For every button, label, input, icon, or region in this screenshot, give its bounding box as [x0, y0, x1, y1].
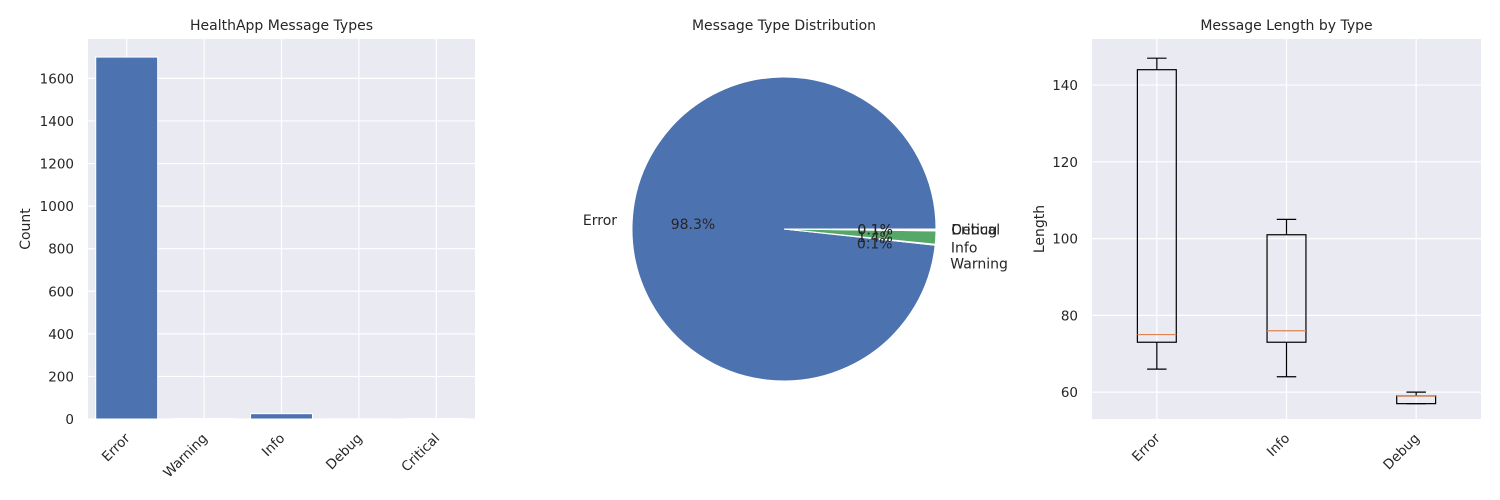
pie-slice-critical	[783, 228, 937, 231]
box-y-tick-label: 100	[1052, 232, 1078, 248]
bar-chart: 0 200 400 600 800 1000 1200 1400 1600 Error Warni…	[18, 18, 475, 481]
box-chart-x-ticks: Error Info Debug	[1129, 430, 1423, 473]
bar-y-tick-label: 600	[48, 284, 74, 300]
pie-chart-labels: Error 98.3% Warning 0.1% Info 1.4% Debug 0.1% Cr…	[583, 213, 1008, 272]
pie-pct-info: 1.4%	[857, 230, 893, 246]
pie-pct-warning: 0.1%	[857, 237, 893, 253]
pie-pct-critical: 0.1%	[857, 222, 893, 238]
box-chart-title: Message Length by Type	[1200, 18, 1372, 34]
bar-chart-bars	[95, 56, 468, 420]
box-y-tick-label: 120	[1052, 155, 1078, 171]
pie-label-info: Info	[951, 240, 978, 256]
pie-label-debug: Debug	[951, 223, 997, 239]
bar-y-tick-label: 800	[48, 242, 74, 258]
box-iqr	[1266, 234, 1307, 343]
box-y-tick-label: 60	[1061, 385, 1078, 401]
box-x-tick-label: Info	[1264, 431, 1293, 460]
box-chart-boxes	[1136, 57, 1437, 405]
bar-x-tick-label: Warning	[160, 431, 211, 482]
box-chart-y-ticks: 60 80 100 120 140	[1052, 78, 1078, 401]
box-chart: 60 80 100 120 140 Error Info Debug Message Len…	[1032, 18, 1481, 473]
box-debug	[1396, 391, 1437, 405]
pie-label-critical: Critical	[951, 223, 1000, 239]
bar-chart-x-ticks: Error Warning Info Debug Critical	[99, 430, 443, 481]
bar-chart-y-ticks: 0 200 400 600 800 1000 1200 1400 1600	[40, 71, 74, 428]
box-iqr	[1136, 69, 1177, 343]
pie-chart-title: Message Type Distribution	[692, 18, 876, 34]
box-y-tick-label: 140	[1052, 78, 1078, 94]
bar-info	[250, 413, 313, 420]
bar-y-tick-label: 400	[48, 327, 74, 343]
pie-pct-error: 98.3%	[671, 217, 715, 233]
pie-chart-slices	[631, 76, 937, 382]
bar-x-tick-label: Info	[259, 431, 288, 460]
bar-x-tick-label: Critical	[398, 431, 443, 476]
bar-error	[95, 56, 159, 420]
bar-y-tick-label: 1400	[40, 114, 74, 130]
pie-chart: Message Type Distribution Error 98.3% Warn…	[583, 18, 1008, 382]
pie-label-warning: Warning	[950, 256, 1008, 272]
bar-y-tick-label: 1600	[40, 71, 74, 87]
box-x-tick-label: Error	[1129, 430, 1164, 465]
pie-pct-debug: 0.1%	[857, 223, 893, 239]
box-error	[1136, 57, 1177, 370]
bar-x-tick-label: Error	[99, 430, 134, 465]
box-chart-y-label: Length	[1032, 205, 1048, 253]
bar-y-tick-label: 1000	[40, 199, 74, 215]
bar-y-tick-label: 1200	[40, 157, 74, 173]
bar-x-tick-label: Debug	[323, 431, 366, 474]
bar-y-tick-label: 200	[48, 369, 74, 385]
box-x-tick-label: Debug	[1380, 431, 1423, 474]
bar-chart-title: HealthApp Message Types	[190, 18, 373, 34]
box-info	[1266, 218, 1307, 378]
bar-chart-y-label: Count	[18, 208, 34, 250]
pie-label-error: Error	[583, 213, 617, 229]
box-y-tick-label: 80	[1061, 308, 1078, 324]
bar-y-tick-label: 0	[65, 412, 74, 428]
